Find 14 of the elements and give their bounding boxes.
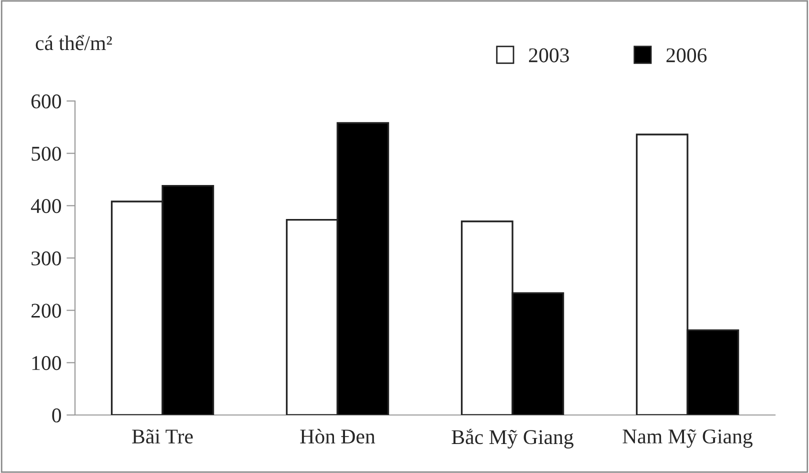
x-tick-label: Bãi Tre (132, 429, 193, 444)
y-tick-label: 0 (52, 408, 62, 422)
y-tick-label: 500 (32, 146, 62, 161)
x-tick-label: Bắc Mỹ Giang (452, 428, 574, 448)
y-tick-label: 600 (31, 94, 62, 108)
x-tick-label: Nam Mỹ Giang (622, 429, 752, 448)
x-tick-label: Hòn Đen (300, 428, 376, 444)
y-axis-title: cá thể/m² (36, 34, 112, 50)
legend-label: 2003 (529, 48, 569, 62)
y-tick-label: 100 (32, 356, 62, 370)
y-tick-label: 200 (31, 304, 62, 318)
y-tick-label: 300 (32, 251, 62, 266)
y-tick-label: 400 (30, 199, 62, 214)
legend-label: 2006 (666, 48, 707, 62)
